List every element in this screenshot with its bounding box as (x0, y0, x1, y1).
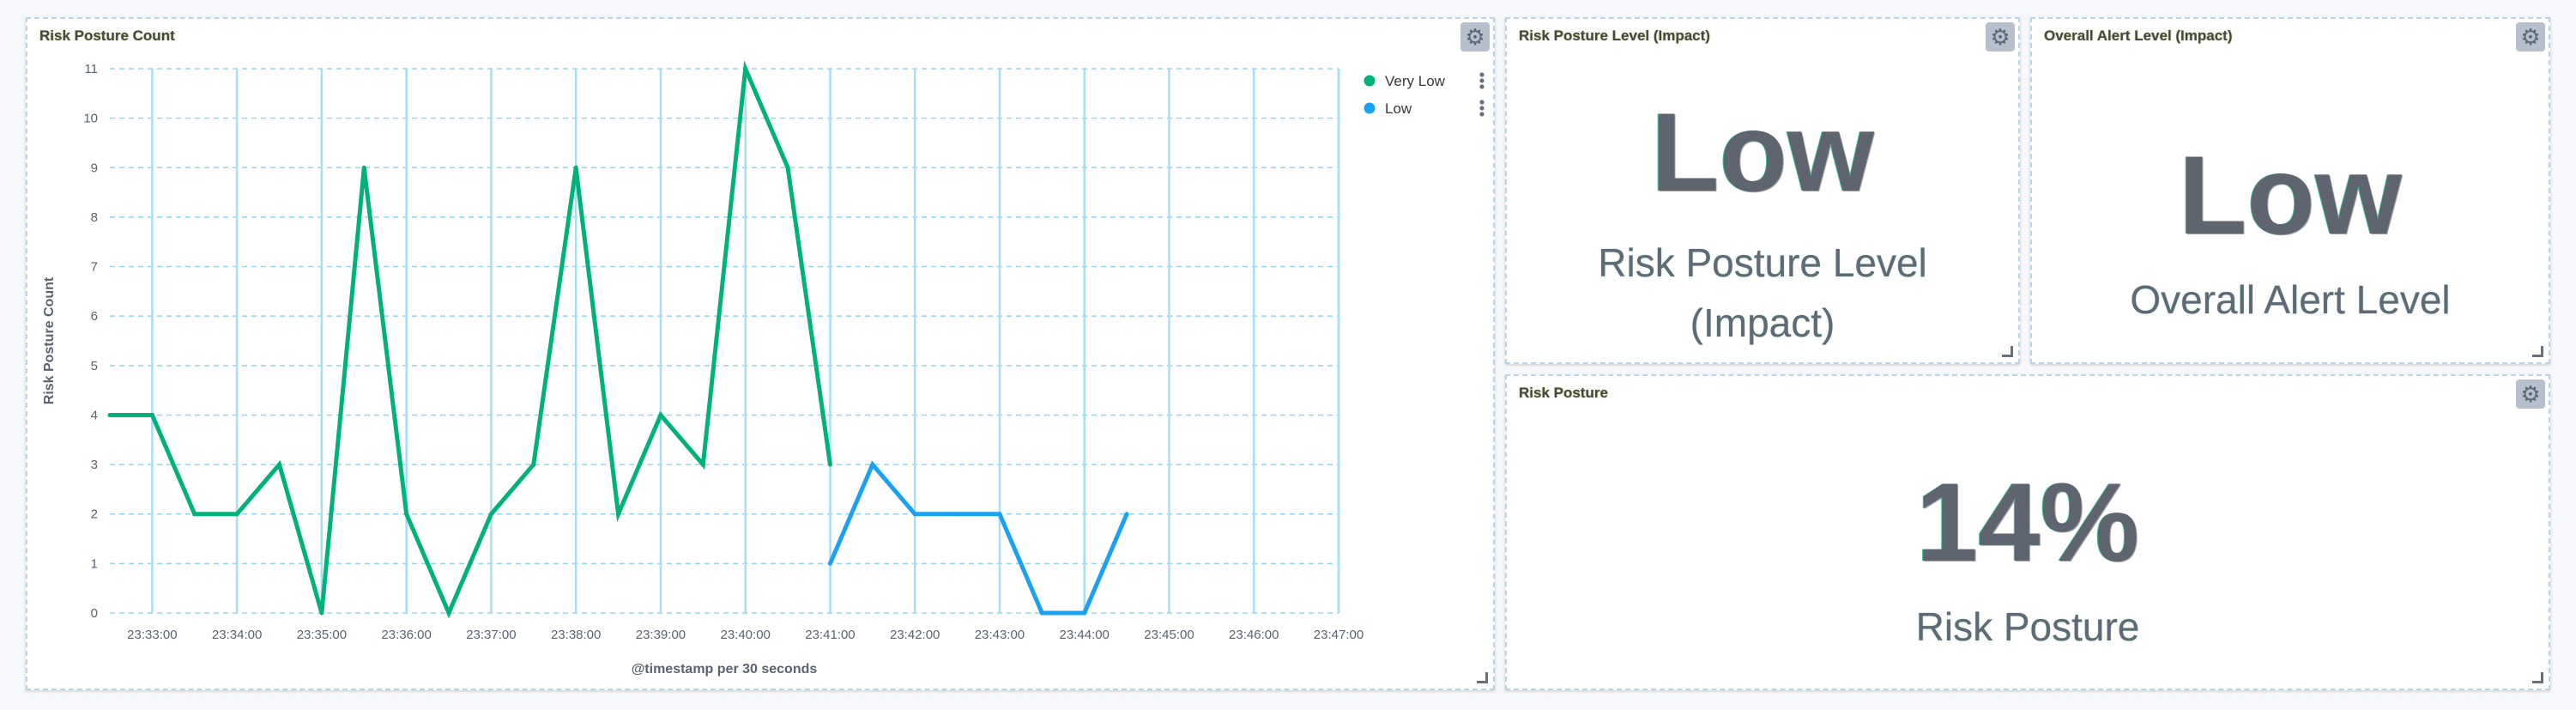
metric-label: Overall Alert Level (2130, 277, 2451, 322)
panel-title: Overall Alert Level (Impact) (2044, 27, 2233, 44)
data-point (1124, 512, 1129, 517)
y-tick-label: 10 (83, 112, 98, 126)
legend-swatch (1364, 75, 1376, 87)
panel-title: Risk Posture Level (Impact) (1519, 27, 1710, 44)
risk-posture-count-chart: 0 1 2 3 4 5 6 7 8 9 10 11 23:33:00 23:34:00 23:35:00 23… (42, 60, 1485, 677)
series-line (828, 460, 1129, 616)
y-tick-label: 2 (91, 507, 98, 522)
metric-value: Low (2179, 132, 2402, 258)
resize-handle-icon[interactable] (2002, 346, 2013, 357)
gear-icon[interactable]: ⚙ (1460, 22, 1490, 52)
overall-alert-level-panel: Overall Alert Level (Impact) ⚙ Low Overa… (2030, 17, 2550, 364)
data-point (1082, 610, 1087, 616)
gear-icon[interactable]: ⚙ (2516, 22, 2545, 52)
data-point (192, 512, 197, 517)
data-point (277, 462, 282, 467)
data-point (1039, 610, 1044, 616)
y-tick-label: 9 (91, 161, 98, 175)
legend-swatch (1364, 102, 1376, 114)
data-point (361, 165, 366, 170)
x-tick-label: 23:46:00 (1229, 628, 1279, 642)
x-tick-label: 23:38:00 (551, 628, 601, 642)
x-tick-label: 23:40:00 (720, 628, 770, 642)
data-point (870, 462, 875, 467)
metric-value: 14% (1915, 459, 2140, 585)
data-point (446, 610, 451, 616)
x-tick-label: 23:42:00 (890, 628, 940, 642)
x-tick-label: 23:39:00 (636, 628, 686, 642)
data-point (404, 512, 409, 517)
y-tick-label: 0 (91, 606, 98, 621)
x-tick-label: 23:41:00 (805, 628, 855, 642)
x-tick-label: 23:33:00 (127, 628, 177, 642)
series-line (110, 60, 832, 619)
resize-handle-icon[interactable] (1477, 672, 1488, 683)
resize-handle-icon[interactable] (2532, 672, 2543, 683)
vertical-ellipsis-icon[interactable] (1479, 72, 1485, 89)
data-point (616, 512, 621, 517)
risk-posture-panel: Risk Posture ⚙ 14% Risk Posture (1505, 374, 2550, 690)
vertical-ellipsis-icon[interactable] (1479, 100, 1485, 117)
y-tick-label: 1 (91, 556, 98, 571)
y-tick-label: 5 (91, 359, 98, 373)
data-point (785, 165, 790, 170)
legend-label: Very Low (1385, 73, 1446, 89)
data-point (573, 165, 578, 170)
y-tick-label: 11 (84, 62, 98, 76)
x-tick-label: 23:36:00 (381, 628, 431, 642)
data-point (743, 66, 748, 71)
y-tick-label: 8 (91, 210, 98, 225)
x-tick-label: 23:37:00 (466, 628, 516, 642)
risk-posture-level-panel: Risk Posture Level (Impact) ⚙ Low Risk P… (1505, 17, 2020, 364)
x-tick-label: 23:45:00 (1144, 628, 1194, 642)
gear-icon[interactable]: ⚙ (1986, 22, 2015, 52)
gear-icon[interactable]: ⚙ (2516, 379, 2545, 409)
data-point (488, 512, 493, 517)
x-tick-label: 23:44:00 (1060, 628, 1110, 642)
panel-title: Risk Posture (1519, 385, 1608, 401)
data-point (531, 462, 536, 467)
data-point (149, 412, 154, 417)
x-tick-label: 23:35:00 (297, 628, 347, 642)
legend-label: Low (1385, 100, 1412, 117)
data-point (107, 412, 112, 417)
y-tick-label: 6 (91, 309, 98, 324)
resize-handle-icon[interactable] (2532, 346, 2543, 357)
x-tick-label: 23:43:00 (975, 628, 1025, 642)
y-tick-label: 4 (91, 408, 98, 422)
metric-value: Low (1651, 89, 1874, 215)
y-tick-label: 7 (91, 260, 98, 275)
data-point (955, 512, 960, 517)
data-point (912, 512, 917, 517)
data-point (234, 512, 239, 517)
data-point (827, 561, 832, 566)
metric-label-line2: (Impact) (1690, 300, 1835, 345)
data-point (997, 512, 1002, 517)
y-tick-label: 3 (91, 458, 98, 472)
y-axis-title: Risk Posture Count (42, 276, 57, 404)
data-point (319, 610, 324, 616)
data-point (700, 462, 705, 467)
x-tick-label: 23:34:00 (212, 628, 262, 642)
x-axis-title: @timestamp per 30 seconds (632, 662, 818, 677)
risk-posture-count-panel: Risk Posture Count ⚙ 0 1 2 3 4 5 6 7 8 9 10 11 23:33… (26, 17, 1495, 690)
metric-label: Risk Posture (1915, 604, 2140, 649)
data-point (827, 462, 832, 467)
panel-title: Risk Posture Count (39, 27, 175, 44)
data-point (658, 412, 663, 417)
x-tick-label: 23:47:00 (1314, 628, 1364, 642)
metric-label-line1: Risk Posture Level (1598, 240, 1927, 285)
